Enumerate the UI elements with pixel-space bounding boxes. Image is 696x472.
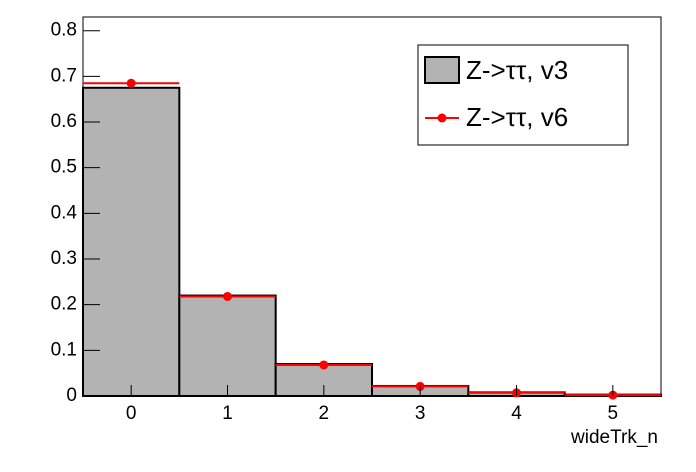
hist-marker xyxy=(223,291,232,301)
y-tick-label: 0.3 xyxy=(51,248,77,269)
legend-label: Z->ττ, v6 xyxy=(466,102,568,132)
x-axis-label: wideTrk_n xyxy=(570,427,658,448)
y-tick-label: 0.7 xyxy=(51,65,77,86)
x-tick-label: 2 xyxy=(319,403,330,424)
x-tick-label: 4 xyxy=(511,403,522,424)
x-tick-label: 0 xyxy=(126,403,137,424)
y-tick-label: 0.4 xyxy=(51,202,78,223)
y-tick-label: 0 xyxy=(66,385,77,406)
hist-marker xyxy=(319,360,329,370)
y-tick-label: 0.2 xyxy=(51,294,77,315)
legend-swatch xyxy=(424,56,460,84)
y-tick-label: 0.6 xyxy=(51,111,77,132)
y-tick-label: 0.5 xyxy=(51,157,77,178)
hist-bar xyxy=(178,294,277,398)
x-tick-label: 3 xyxy=(415,403,426,424)
hist-bar xyxy=(82,86,181,398)
x-tick-label: 5 xyxy=(608,403,619,424)
y-tick-label: 0.1 xyxy=(51,339,77,360)
x-tick-label: 1 xyxy=(222,403,233,424)
hist-marker xyxy=(126,78,136,88)
y-tick-label: 0.8 xyxy=(51,20,77,41)
legend-label: Z->ττ, v3 xyxy=(466,55,568,85)
legend-marker xyxy=(437,113,447,123)
